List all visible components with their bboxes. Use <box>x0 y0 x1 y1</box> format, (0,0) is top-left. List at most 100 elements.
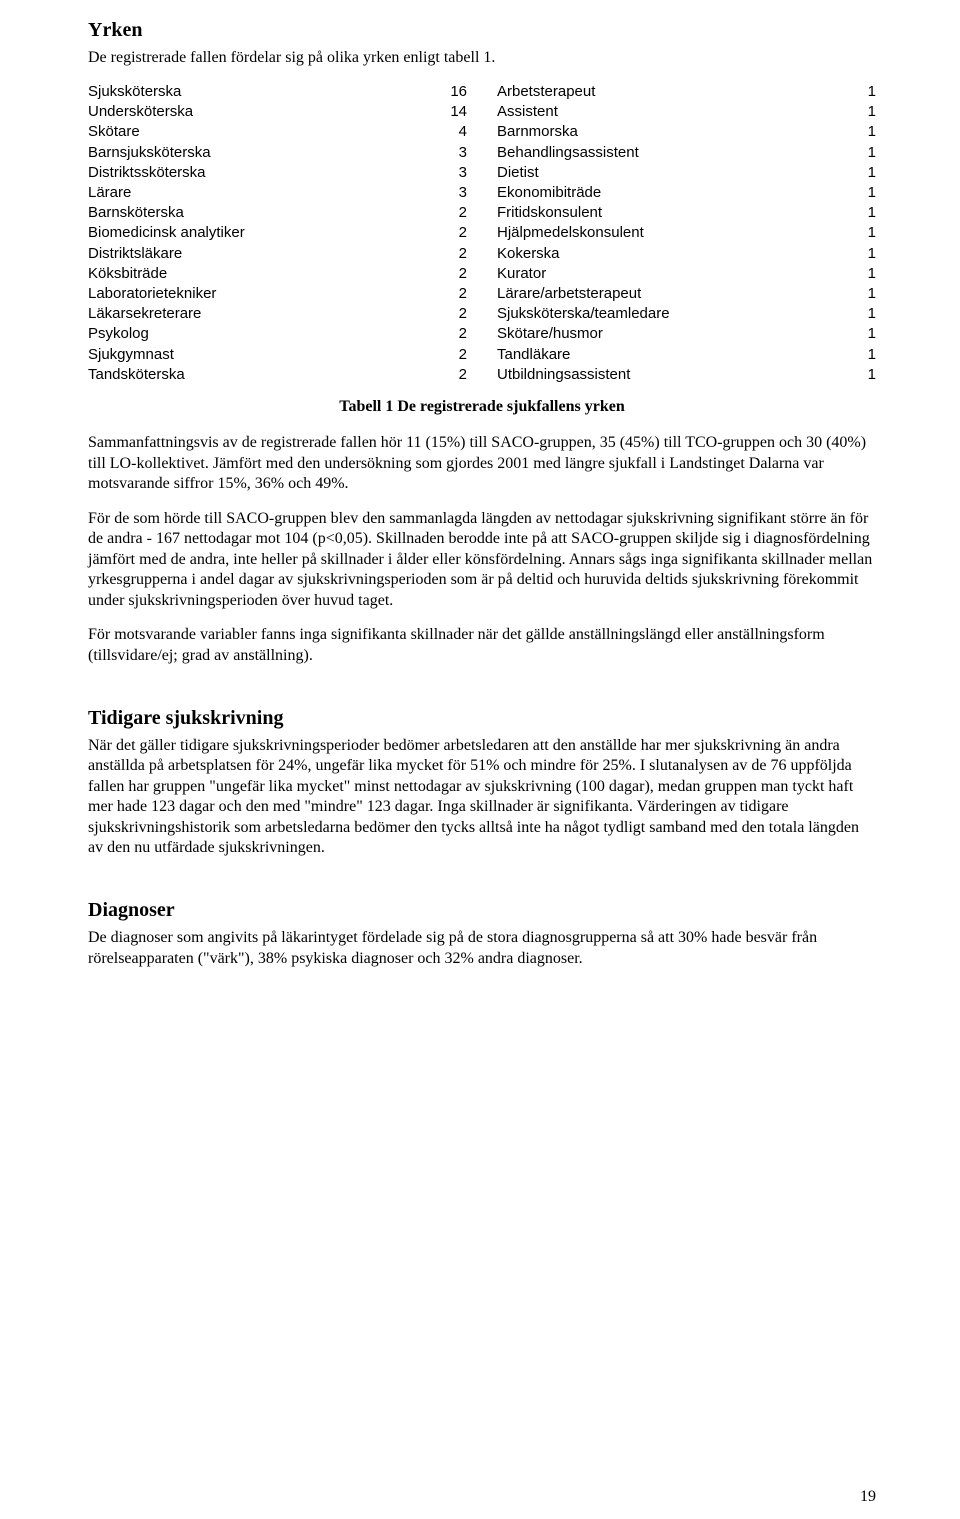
table-row: Skötare/husmor1 <box>497 324 876 343</box>
occupation-label: Skötare <box>88 122 427 141</box>
occupation-label: Köksbiträde <box>88 264 427 283</box>
occupation-label: Psykolog <box>88 324 427 343</box>
table-row: Fritidskonsulent1 <box>497 203 876 222</box>
occupation-label: Assistent <box>497 102 836 121</box>
table-row: Hjälpmedelskonsulent1 <box>497 223 876 242</box>
occupation-label: Dietist <box>497 163 836 182</box>
occupation-label: Behandlingsassistent <box>497 143 836 162</box>
table-row: Läkarsekreterare2 <box>88 304 467 323</box>
occupation-count: 4 <box>427 122 467 141</box>
table-row: Barnsköterska2 <box>88 203 467 222</box>
occupation-label: Hjälpmedelskonsulent <box>497 223 836 242</box>
occupation-label: Barnmorska <box>497 122 836 141</box>
table-col-right: Arbetsterapeut1Assistent1Barnmorska1Beha… <box>497 82 876 385</box>
occupation-count: 2 <box>427 345 467 364</box>
table-row: Köksbiträde2 <box>88 264 467 283</box>
occupation-count: 2 <box>427 244 467 263</box>
occupation-label: Lärare/arbetsterapeut <box>497 284 836 303</box>
table-row: Tandsköterska2 <box>88 365 467 384</box>
table-row: Tandläkare1 <box>497 345 876 364</box>
para-6: De diagnoser som angivits på läkarintyge… <box>88 928 876 969</box>
occupation-count: 2 <box>427 223 467 242</box>
table-row: Sjuksköterska/teamledare1 <box>497 304 876 323</box>
para-2: Sammanfattningsvis av de registrerade fa… <box>88 433 876 494</box>
occupation-label: Sjuksköterska/teamledare <box>497 304 836 323</box>
occupation-label: Biomedicinsk analytiker <box>88 223 427 242</box>
page: Yrken De registrerade fallen fördelar si… <box>0 0 960 1519</box>
para-4: För motsvarande variabler fanns inga sig… <box>88 625 876 666</box>
table-row: Distriktsläkare2 <box>88 244 467 263</box>
occupation-count: 2 <box>427 203 467 222</box>
table-row: Lärare3 <box>88 183 467 202</box>
occupation-label: Laboratorietekniker <box>88 284 427 303</box>
occupation-label: Kurator <box>497 264 836 283</box>
occupation-count: 1 <box>836 102 876 121</box>
occupation-count: 2 <box>427 264 467 283</box>
heading-diagnoser: Diagnoser <box>88 898 876 924</box>
occupation-count: 1 <box>836 223 876 242</box>
table-col-left: Sjuksköterska16Undersköterska14Skötare4B… <box>88 82 467 385</box>
occupation-count: 1 <box>836 244 876 263</box>
occupation-count: 2 <box>427 284 467 303</box>
para-5: När det gäller tidigare sjukskrivningspe… <box>88 736 876 859</box>
occupation-count: 1 <box>836 284 876 303</box>
table-row: Kurator1 <box>497 264 876 283</box>
occupation-count: 2 <box>427 365 467 384</box>
page-number: 19 <box>860 1487 876 1507</box>
occupation-count: 1 <box>836 264 876 283</box>
occupation-count: 1 <box>836 82 876 101</box>
table-row: Lärare/arbetsterapeut1 <box>497 284 876 303</box>
heading-tidigare: Tidigare sjukskrivning <box>88 706 876 732</box>
occupation-label: Läkarsekreterare <box>88 304 427 323</box>
table-row: Sjuksköterska16 <box>88 82 467 101</box>
occupation-label: Tandsköterska <box>88 365 427 384</box>
table-row: Distriktssköterska3 <box>88 163 467 182</box>
table-row: Assistent1 <box>497 102 876 121</box>
occupation-count: 1 <box>836 324 876 343</box>
table-row: Barnmorska1 <box>497 122 876 141</box>
table-row: Dietist1 <box>497 163 876 182</box>
table-row: Laboratorietekniker2 <box>88 284 467 303</box>
occupation-count: 1 <box>836 345 876 364</box>
occupation-label: Arbetsterapeut <box>497 82 836 101</box>
table-caption: Tabell 1 De registrerade sjukfallens yrk… <box>88 397 876 417</box>
heading-yrken: Yrken <box>88 18 876 44</box>
table-row: Utbildningsassistent1 <box>497 365 876 384</box>
occupation-label: Skötare/husmor <box>497 324 836 343</box>
occupation-label: Barnsjuksköterska <box>88 143 427 162</box>
occupation-count: 1 <box>836 143 876 162</box>
occupation-label: Kokerska <box>497 244 836 263</box>
occupation-count: 3 <box>427 143 467 162</box>
occupation-count: 1 <box>836 304 876 323</box>
occupation-count: 1 <box>836 365 876 384</box>
occupation-count: 1 <box>836 203 876 222</box>
para-1: De registrerade fallen fördelar sig på o… <box>88 48 876 68</box>
occupation-count: 3 <box>427 183 467 202</box>
occupation-label: Undersköterska <box>88 102 427 121</box>
occupation-count: 2 <box>427 304 467 323</box>
occupation-label: Sjuksköterska <box>88 82 427 101</box>
occupation-count: 14 <box>427 102 467 121</box>
occupation-label: Utbildningsassistent <box>497 365 836 384</box>
occupation-count: 1 <box>836 163 876 182</box>
table-row: Ekonomibiträde1 <box>497 183 876 202</box>
occupation-count: 3 <box>427 163 467 182</box>
occupation-label: Lärare <box>88 183 427 202</box>
occupation-label: Sjukgymnast <box>88 345 427 364</box>
table-row: Arbetsterapeut1 <box>497 82 876 101</box>
table-row: Psykolog2 <box>88 324 467 343</box>
table-row: Behandlingsassistent1 <box>497 143 876 162</box>
occupation-count: 1 <box>836 183 876 202</box>
occupation-count: 1 <box>836 122 876 141</box>
table-row: Kokerska1 <box>497 244 876 263</box>
occupation-label: Tandläkare <box>497 345 836 364</box>
table-row: Barnsjuksköterska3 <box>88 143 467 162</box>
table-row: Biomedicinsk analytiker2 <box>88 223 467 242</box>
occupation-count: 2 <box>427 324 467 343</box>
table-row: Skötare4 <box>88 122 467 141</box>
table-yrken: Sjuksköterska16Undersköterska14Skötare4B… <box>88 82 876 385</box>
para-3: För de som hörde till SACO-gruppen blev … <box>88 509 876 611</box>
occupation-label: Distriktssköterska <box>88 163 427 182</box>
occupation-label: Fritidskonsulent <box>497 203 836 222</box>
occupation-label: Ekonomibiträde <box>497 183 836 202</box>
